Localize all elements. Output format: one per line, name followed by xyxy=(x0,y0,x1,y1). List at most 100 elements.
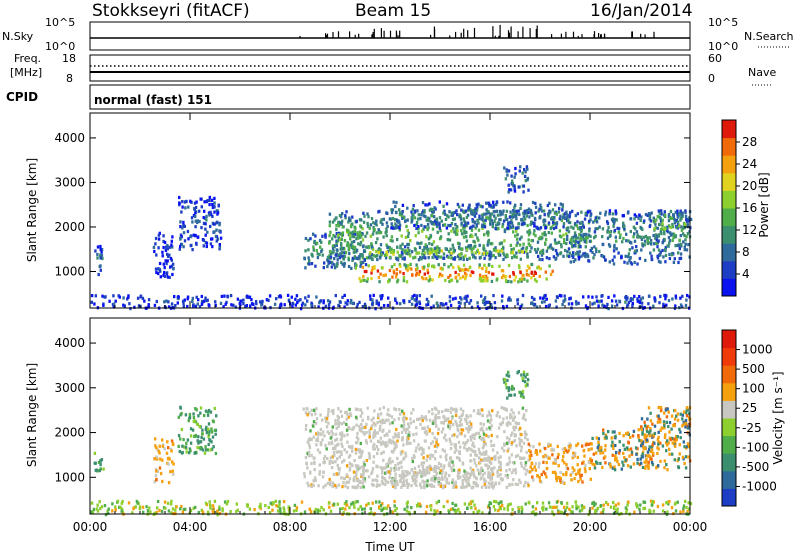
data-cell xyxy=(465,268,467,271)
data-cell xyxy=(179,406,181,409)
data-cell xyxy=(428,256,430,259)
data-cell xyxy=(473,504,475,507)
data-cell xyxy=(546,298,548,301)
data-cell xyxy=(341,485,343,488)
data-cell xyxy=(510,280,512,283)
data-cell xyxy=(605,211,607,214)
data-cell xyxy=(91,301,93,304)
data-cell xyxy=(99,469,101,472)
data-cell xyxy=(201,303,203,306)
data-cell xyxy=(413,420,415,423)
data-cell xyxy=(523,222,525,225)
data-cell xyxy=(190,434,192,437)
data-cell xyxy=(540,226,542,229)
data-cell xyxy=(358,301,360,304)
data-cell xyxy=(609,260,611,263)
data-cell xyxy=(163,271,165,274)
data-cell xyxy=(480,422,482,425)
data-cell xyxy=(644,421,646,424)
data-cell xyxy=(344,484,346,487)
data-cell xyxy=(463,224,465,227)
data-cell xyxy=(553,227,555,230)
data-cell xyxy=(348,408,350,411)
data-cell xyxy=(362,266,364,269)
data-cell xyxy=(191,300,193,303)
data-cell xyxy=(638,214,640,217)
data-cell xyxy=(562,255,564,258)
data-cell xyxy=(171,235,173,238)
data-cell xyxy=(411,250,413,253)
data-cell xyxy=(229,510,231,513)
data-cell xyxy=(649,412,651,415)
data-cell xyxy=(404,251,406,254)
data-cell xyxy=(413,224,415,227)
data-cell xyxy=(327,422,329,425)
data-cell xyxy=(465,210,467,213)
data-cell xyxy=(548,457,550,460)
data-cell xyxy=(330,436,332,439)
data-cell xyxy=(433,305,435,308)
data-cell xyxy=(600,504,602,507)
freq-frame xyxy=(90,55,690,81)
data-cell xyxy=(561,208,563,211)
data-cell xyxy=(588,234,590,237)
data-cell xyxy=(670,210,672,213)
data-cell xyxy=(494,227,496,230)
data-cell xyxy=(369,252,371,255)
data-cell xyxy=(601,466,603,469)
data-cell xyxy=(460,407,462,410)
data-cell xyxy=(507,371,509,374)
data-cell xyxy=(624,448,626,451)
data-cell xyxy=(395,408,397,411)
data-cell xyxy=(512,411,514,414)
data-cell xyxy=(420,486,422,489)
data-cell xyxy=(381,482,383,485)
data-cell xyxy=(578,256,580,259)
data-cell xyxy=(349,219,351,222)
data-cell xyxy=(620,256,622,259)
data-cell xyxy=(625,255,627,258)
data-cell xyxy=(684,209,686,212)
data-cell xyxy=(434,417,436,420)
data-cell xyxy=(664,214,666,217)
data-cell xyxy=(181,243,183,246)
data-cell xyxy=(418,213,420,216)
data-cell xyxy=(544,447,546,450)
data-cell xyxy=(483,433,485,436)
data-cell xyxy=(633,430,635,433)
data-cell xyxy=(671,297,673,300)
data-cell xyxy=(393,271,395,274)
data-cell xyxy=(373,409,375,412)
data-cell xyxy=(553,255,555,258)
data-cell xyxy=(376,237,378,240)
data-cell xyxy=(450,256,452,259)
data-cell xyxy=(378,228,380,231)
data-cell xyxy=(497,509,499,512)
data-cell xyxy=(513,247,515,250)
data-cell xyxy=(494,483,496,486)
data-cell xyxy=(332,409,334,412)
data-cell xyxy=(360,473,362,476)
data-cell xyxy=(359,224,361,227)
data-cell xyxy=(196,221,198,224)
data-cell xyxy=(434,247,436,250)
ytick-label: 3000 xyxy=(54,175,85,189)
data-cell xyxy=(636,230,638,233)
data-cell xyxy=(192,303,194,306)
data-cell xyxy=(315,407,317,410)
data-cell xyxy=(557,453,559,456)
data-cell xyxy=(461,248,463,251)
data-cell xyxy=(536,501,538,504)
data-cell xyxy=(577,456,579,459)
data-cell xyxy=(178,202,180,205)
data-cell xyxy=(188,419,190,422)
data-cell xyxy=(455,271,457,274)
data-cell xyxy=(395,211,397,214)
colorbar-segment xyxy=(722,155,736,173)
data-cell xyxy=(575,214,577,217)
cpid-label: CPID xyxy=(6,90,38,104)
data-cell xyxy=(603,255,605,258)
data-cell xyxy=(642,466,644,469)
data-cell xyxy=(221,509,223,512)
data-cell xyxy=(506,210,508,213)
